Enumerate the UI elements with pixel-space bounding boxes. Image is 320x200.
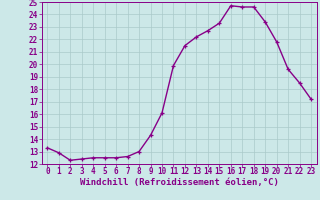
X-axis label: Windchill (Refroidissement éolien,°C): Windchill (Refroidissement éolien,°C): [80, 178, 279, 187]
